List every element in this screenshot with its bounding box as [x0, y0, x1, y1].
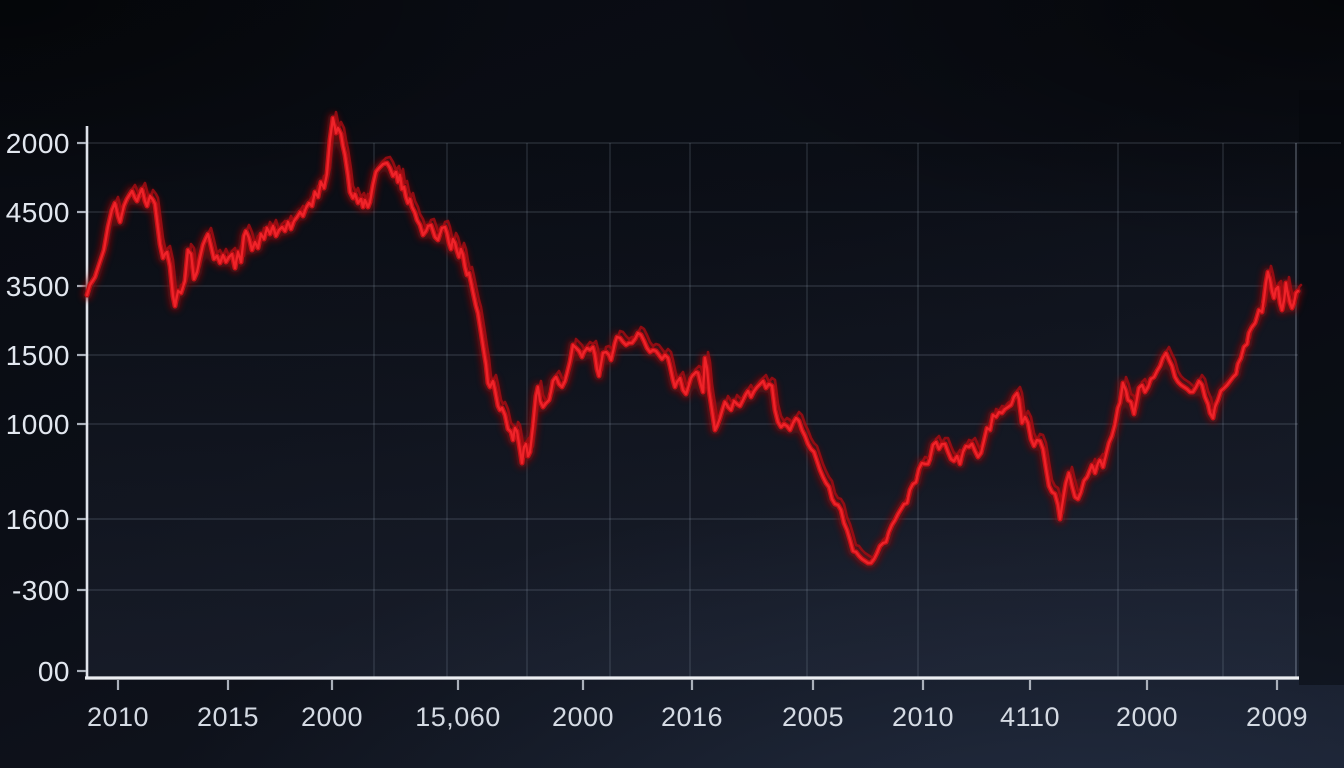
x-tick-label: 2009: [1246, 702, 1308, 732]
x-tick-label: 15,060: [415, 702, 501, 732]
x-tick-label: 2015: [197, 702, 259, 732]
x-tick-label: 2010: [87, 702, 149, 732]
y-tick-label: 1600: [6, 504, 70, 535]
y-tick-label: 1500: [6, 340, 70, 371]
x-tick-label: 4110: [1000, 702, 1060, 732]
y-tick-label: -300: [12, 575, 70, 606]
x-tick-label: 2000: [1116, 702, 1178, 732]
right-margin-shade: [1299, 90, 1344, 685]
x-tick-label: 2010: [892, 702, 954, 732]
y-tick-label: 3500: [6, 271, 70, 302]
x-tick-label: 2000: [552, 702, 614, 732]
y-tick-label: 4500: [6, 197, 70, 228]
y-tick-label: 1000: [6, 409, 70, 440]
x-tick-label: 2000: [301, 702, 363, 732]
x-tick-label: 2005: [782, 702, 844, 732]
price-line-core: [85, 116, 1300, 565]
y-tick-label: 2000: [6, 128, 70, 159]
y-tick-label: 00: [38, 656, 70, 687]
x-tick-label: 2016: [661, 702, 723, 732]
